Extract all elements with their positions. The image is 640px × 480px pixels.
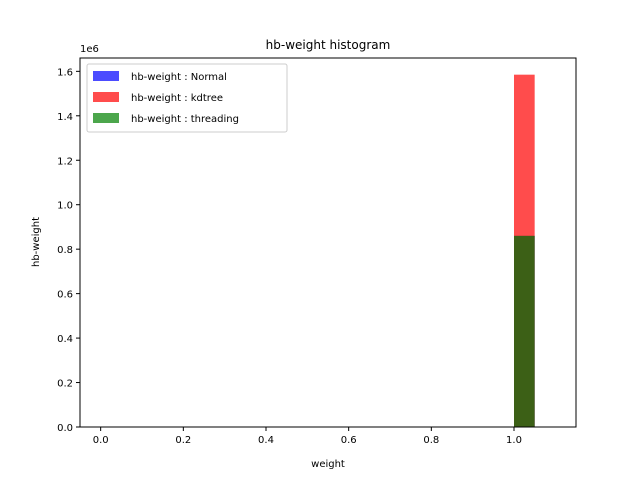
legend-box — [86, 63, 288, 133]
x-tick-label: 0.8 — [423, 435, 439, 446]
bars-group — [514, 74, 535, 427]
x-tick-label: 0.2 — [175, 435, 191, 446]
histogram-bar-threading-0 — [514, 235, 535, 427]
legend-label: hb-weight : threading — [131, 114, 239, 125]
x-axis-label: weight — [311, 459, 345, 470]
y-tick-label: 1.2 — [57, 156, 73, 167]
axes-frame — [79, 57, 577, 428]
legend-label: hb-weight : Normal — [131, 72, 227, 83]
chart-title: hb-weight histogram — [266, 38, 391, 52]
y-tick-label: 1.0 — [57, 201, 73, 212]
x-tick-label: 0.0 — [93, 435, 109, 446]
legend-swatch — [93, 92, 119, 102]
x-tick-label: 0.4 — [258, 435, 274, 446]
x-axis-ticks: 0.0 0.2 0.4 0.6 0.8 1.0 — [93, 427, 522, 446]
y-tick-label: 1.6 — [57, 67, 73, 78]
y-tick-label: 1.4 — [57, 112, 73, 123]
legend-label: hb-weight : kdtree — [131, 93, 223, 104]
y-tick-label: 0.6 — [57, 290, 73, 301]
x-tick-label: 0.6 — [341, 435, 357, 446]
y-tick-label: 0.2 — [57, 379, 73, 390]
y-tick-label: 0.8 — [57, 245, 73, 256]
legend-swatch — [93, 71, 119, 81]
y-axis-label: hb-weight — [31, 217, 42, 267]
y-tick-label: 0.0 — [57, 423, 73, 434]
y-tick-label: 0.4 — [57, 334, 73, 345]
y-axis-ticks: 0.0 0.2 0.4 0.6 0.8 1.0 1.2 1.4 1.6 — [57, 67, 80, 434]
legend: hb-weight : Normal hb-weight : kdtree hb-w… — [86, 63, 288, 133]
x-tick-label: 1.0 — [506, 435, 522, 446]
y-multiplier-label: 1e6 — [80, 44, 99, 55]
legend-swatch — [93, 113, 119, 123]
